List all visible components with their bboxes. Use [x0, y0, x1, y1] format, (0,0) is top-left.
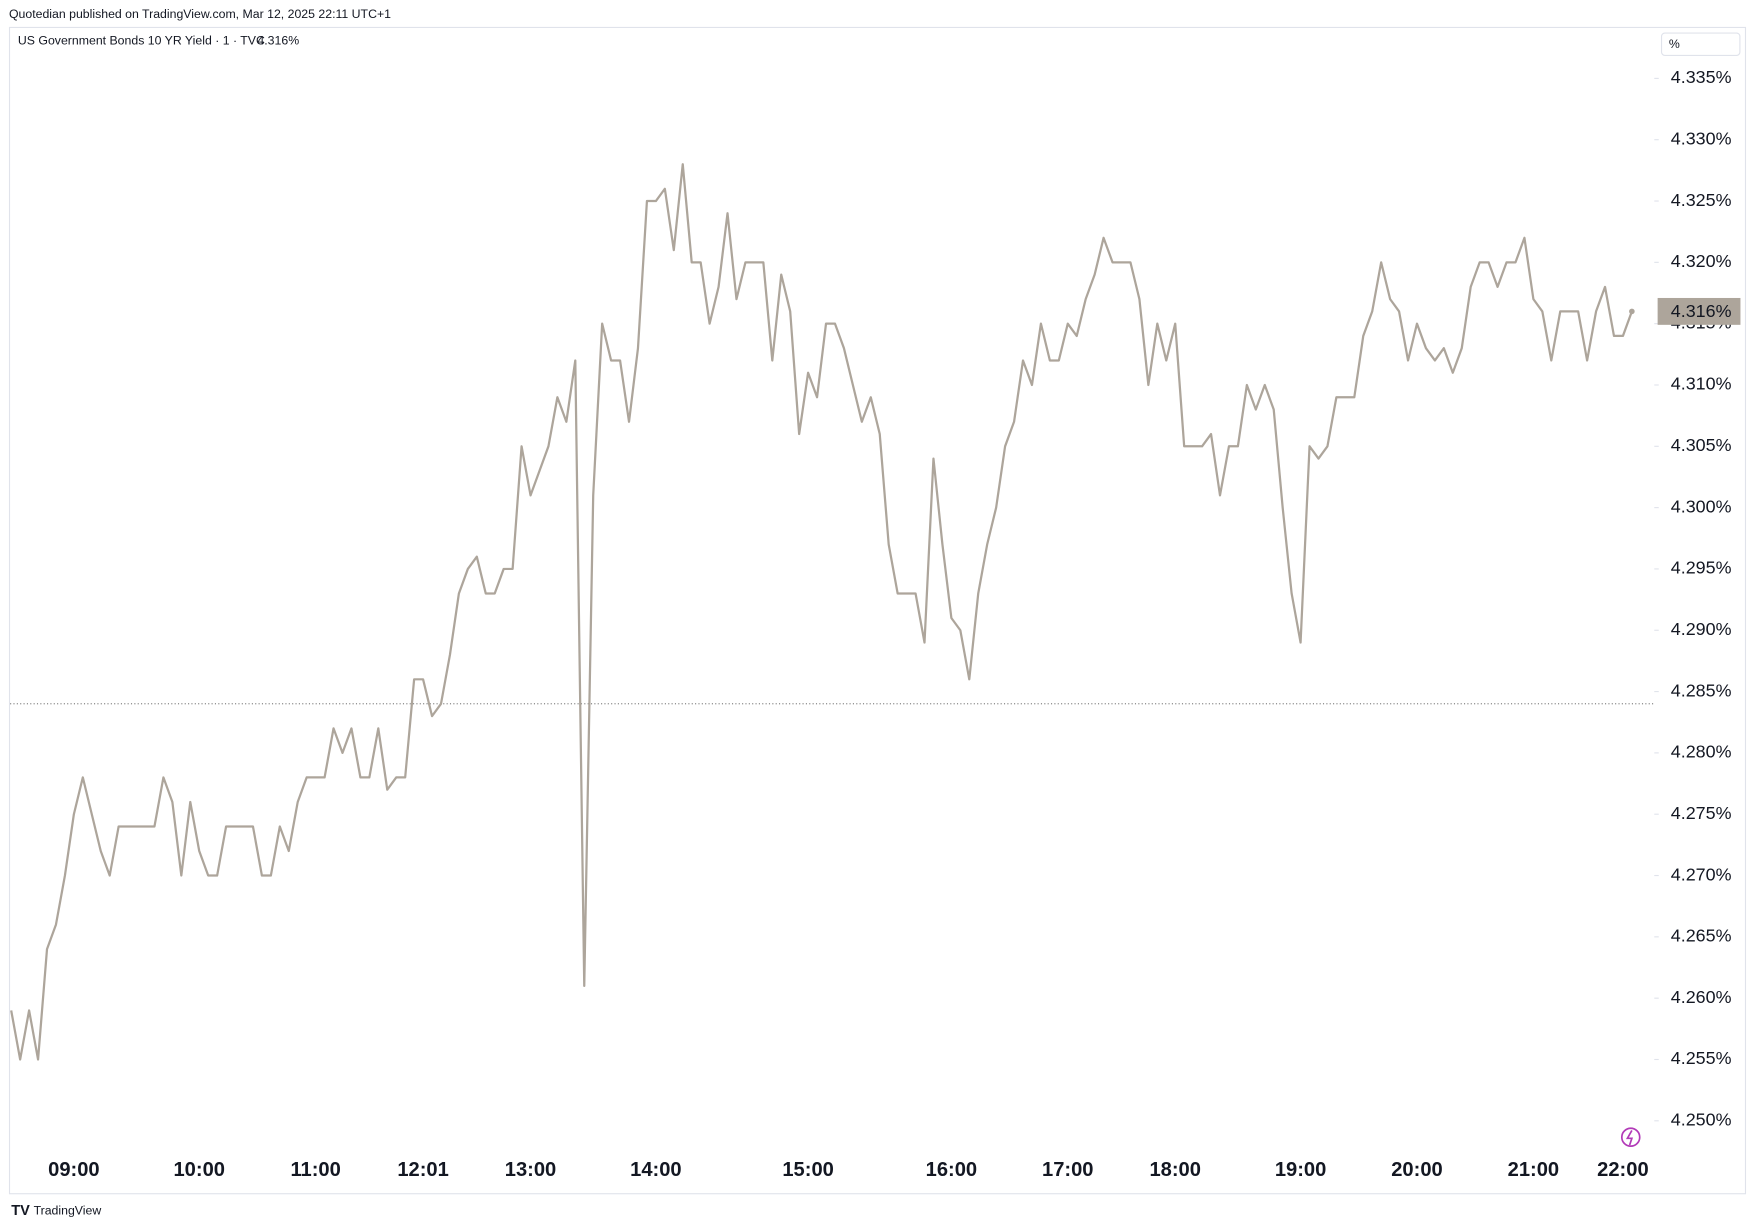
footer-brand[interactable]: TradingView — [34, 1203, 102, 1217]
y-tick-label: 4.275% — [1671, 803, 1732, 823]
scale-button-label[interactable]: % — [1669, 37, 1680, 51]
last-point — [1629, 308, 1635, 315]
last-value-legend: 4.316% — [257, 34, 299, 48]
y-tick-label: 4.320% — [1671, 251, 1732, 271]
last-value-badge-label: 4.316% — [1671, 301, 1732, 321]
y-tick-label: 4.330% — [1671, 128, 1732, 148]
x-tick-label: 16:00 — [926, 1159, 977, 1181]
y-tick-label: 4.290% — [1671, 619, 1732, 639]
x-tick-label: 11:00 — [290, 1159, 340, 1181]
logo-mark[interactable]: TV — [11, 1203, 30, 1219]
x-tick-label: 18:00 — [1149, 1159, 1200, 1181]
symbol-legend: US Government Bonds 10 YR Yield · 1 · TV… — [18, 34, 265, 48]
x-tick-label: 12:01 — [397, 1159, 448, 1181]
x-tick-label: 19:00 — [1275, 1159, 1326, 1181]
y-tick-label: 4.270% — [1671, 864, 1732, 884]
x-tick-label: 20:00 — [1391, 1159, 1442, 1181]
x-tick-label: 10:00 — [173, 1159, 224, 1181]
y-tick-label: 4.305% — [1671, 435, 1732, 455]
y-tick-label: 4.250% — [1671, 1110, 1732, 1130]
scale-button[interactable] — [1660, 32, 1741, 56]
x-tick-label: 21:00 — [1508, 1159, 1559, 1181]
y-tick-label: 4.295% — [1671, 558, 1732, 578]
y-tick-label: 4.325% — [1671, 190, 1732, 210]
price-line — [10, 163, 1633, 1061]
y-tick-label: 4.310% — [1671, 374, 1732, 394]
x-tick-label: 13:00 — [505, 1159, 556, 1181]
x-tick-label: 17:00 — [1042, 1159, 1093, 1181]
y-tick-label: 4.280% — [1671, 742, 1732, 762]
y-tick-label: 4.285% — [1671, 680, 1732, 700]
alert-icon-bolt[interactable] — [1625, 1130, 1634, 1146]
last-value-badge — [1657, 297, 1741, 325]
x-tick-label: 22:00 — [1597, 1159, 1648, 1181]
publisher-line: Quotedian published on TradingView.com, … — [9, 7, 391, 21]
x-tick-label: 09:00 — [48, 1159, 99, 1181]
y-tick-label: 4.335% — [1671, 67, 1732, 87]
chart-frame — [8, 26, 1747, 1195]
x-tick-label: 14:00 — [630, 1159, 681, 1181]
y-tick-label: 4.265% — [1671, 926, 1732, 946]
y-tick-label: 4.260% — [1671, 987, 1732, 1007]
y-tick-label: 4.300% — [1671, 496, 1732, 516]
y-tick-label: 4.255% — [1671, 1048, 1732, 1068]
x-tick-label: 15:00 — [782, 1159, 833, 1181]
alert-icon[interactable] — [1620, 1127, 1641, 1147]
